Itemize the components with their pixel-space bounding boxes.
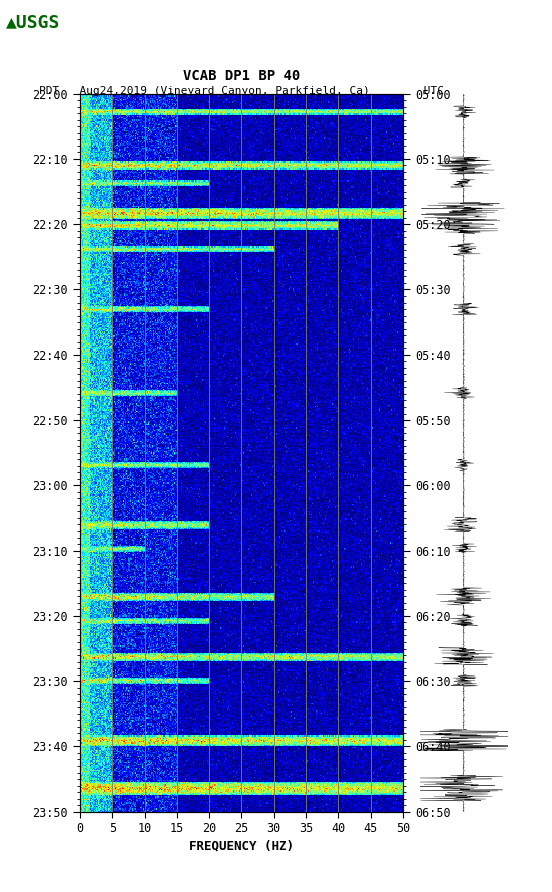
- X-axis label: FREQUENCY (HZ): FREQUENCY (HZ): [189, 839, 294, 852]
- Text: VCAB DP1 BP 40: VCAB DP1 BP 40: [183, 69, 300, 83]
- Text: PDT   Aug24,2019 (Vineyard Canyon, Parkfield, Ca)        UTC: PDT Aug24,2019 (Vineyard Canyon, Parkfie…: [39, 87, 444, 96]
- Text: ▲USGS: ▲USGS: [6, 13, 60, 31]
